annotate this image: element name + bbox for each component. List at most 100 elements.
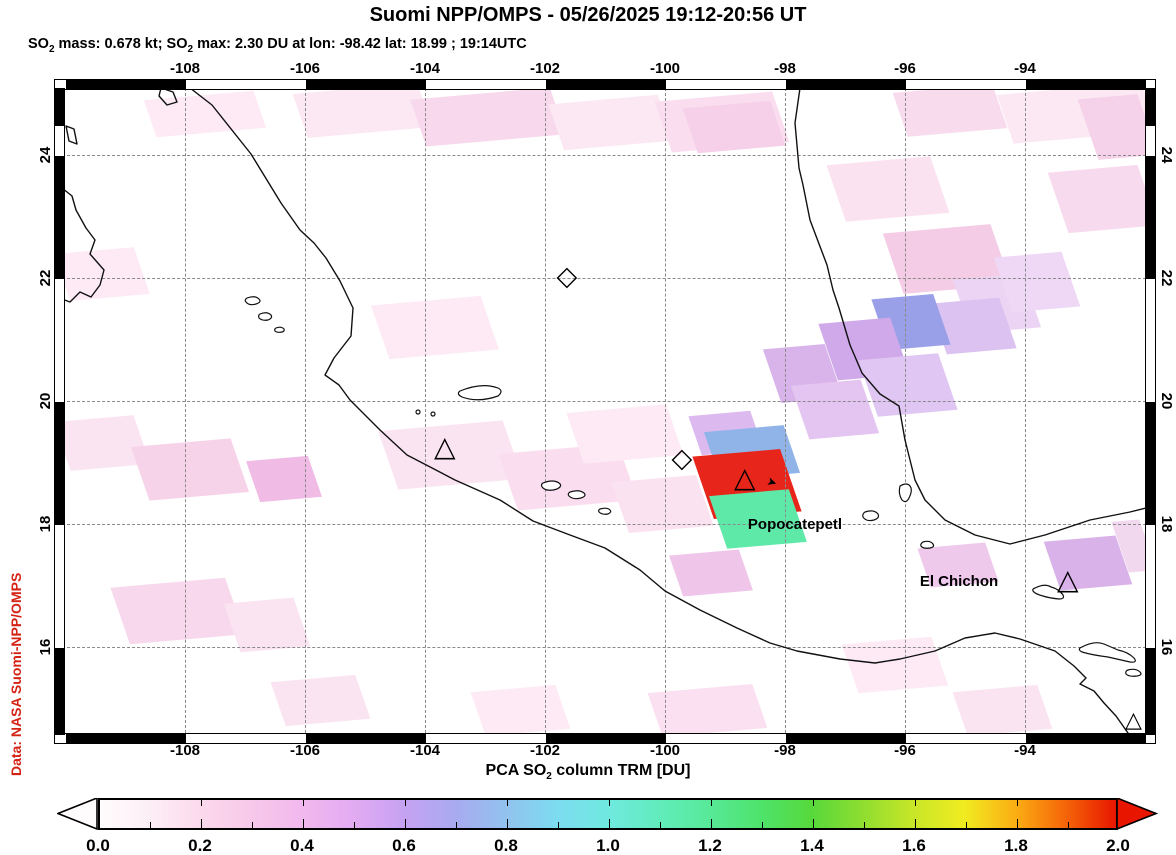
volcano-name-label: El Chichon — [919, 573, 999, 590]
subtitle-part2: mass: 0.678 kt; SO — [54, 36, 188, 52]
coastal-lagoon — [862, 510, 880, 522]
map-frame-right — [1145, 88, 1156, 735]
lat-label-right: 16 — [1158, 638, 1175, 656]
colorbar-minor-tick — [1068, 822, 1069, 828]
subtitle-sub1: 2 — [48, 43, 55, 55]
colorbar-tick-label: 0.4 — [290, 836, 314, 855]
colorbar-minor-tick — [150, 822, 151, 828]
lon-label-top: -96 — [894, 60, 916, 77]
colorbar-tick-label: 1.0 — [596, 836, 620, 855]
lon-label-top: -102 — [529, 60, 561, 77]
colorbar-top-tick — [201, 800, 202, 806]
colorbar-minor-tick — [201, 819, 202, 828]
lon-gridline — [305, 88, 306, 733]
islas-marias-3 — [274, 326, 285, 333]
colorbar-top-tick — [813, 800, 814, 806]
site-diamond-marker: ◇ — [556, 260, 578, 291]
baja-island — [65, 125, 78, 145]
mar-muerto-lagoon-2 — [1125, 668, 1142, 677]
lake-catemaco — [920, 540, 935, 549]
colorbar-title-sub: 2 — [546, 771, 552, 783]
colorbar-minor-tick — [507, 819, 508, 828]
colorbar-top-tick — [711, 800, 712, 806]
colorbar-minor-tick — [762, 822, 763, 828]
colorbar-minor-tick — [558, 822, 559, 828]
volcano-triangle-marker: △ — [434, 431, 456, 462]
so2-stats-subtitle: SO2 mass: 0.678 kt; SO2 max: 2.30 DU at … — [28, 36, 527, 55]
alvarado-lagoon — [898, 483, 912, 503]
lat-gridline — [62, 401, 1146, 402]
colorbar-top-tick — [405, 800, 406, 806]
lon-gridline — [185, 88, 186, 733]
colorbar-tick-labels: 0.0 0.2 0.4 0.6 0.8 1.0 1.2 1.4 1.6 1.8 2.0 — [0, 836, 1176, 855]
malpaso-reservoir — [1032, 584, 1065, 600]
colorbar-tick-label: 1.4 — [800, 836, 824, 855]
lon-gridline — [425, 88, 426, 733]
sinaloa-islet — [158, 88, 178, 106]
colorbar-underflow-arrow — [57, 798, 98, 830]
pacific-coastline — [189, 88, 1129, 733]
lon-label-top: -94 — [1014, 60, 1036, 77]
lon-label-top: -106 — [289, 60, 321, 77]
lat-gridline — [62, 524, 1146, 525]
colorbar-minor-tick — [660, 822, 661, 828]
colorbar-minor-tick — [966, 822, 967, 828]
colorbar-title-part1: PCA SO — [485, 762, 547, 779]
map-frame-top — [54, 79, 1156, 90]
lake-patzcuaro — [567, 490, 586, 500]
lat-gridline — [62, 647, 1146, 648]
mar-muerto-lagoon — [1078, 642, 1136, 663]
lat-label-right: 18 — [1158, 515, 1175, 533]
colorbar-minor-tick — [354, 822, 355, 828]
lat-gridline — [62, 278, 1146, 279]
lon-label-bottom: -108 — [169, 742, 201, 759]
colorbar-tick-label: 0.2 — [188, 836, 212, 855]
lon-label-bottom: -100 — [649, 742, 681, 759]
lake-yuriria — [598, 507, 612, 515]
volcano-name-label: Popocatepetl — [747, 516, 843, 533]
islas-marias-1 — [244, 296, 261, 306]
lon-label-bottom: -104 — [409, 742, 441, 759]
site-diamond-marker: ◇ — [671, 442, 693, 473]
colorbar-minor-tick — [915, 819, 916, 828]
colorbar-minor-tick — [1017, 819, 1018, 828]
colorbar-minor-tick — [405, 819, 406, 828]
colorbar-top-tick — [303, 800, 304, 806]
colorbar-minor-tick — [864, 822, 865, 828]
colorbar-top-tick — [609, 800, 610, 806]
colorbar-top-tick — [915, 800, 916, 806]
lat-label-left: 18 — [37, 515, 54, 533]
lat-label-right: 20 — [1158, 392, 1175, 410]
volcano-triangle-marker: △ — [734, 462, 756, 493]
colorbar-gradient — [98, 798, 1118, 830]
lon-gridline — [665, 88, 666, 733]
colorbar-minor-tick — [711, 819, 712, 828]
lat-label-right: 22 — [1158, 269, 1175, 287]
coastline-layer — [62, 88, 1146, 733]
lat-label-left: 24 — [37, 146, 54, 164]
lake-chapala — [457, 385, 502, 401]
data-credit-watermark: Data: NASA Suomi-NPP/OMPS — [8, 572, 24, 776]
lon-gridline — [1025, 88, 1026, 733]
islas-marias-2 — [258, 312, 273, 321]
volcano-triangle-marker: △ — [1057, 564, 1079, 595]
colorbar-tick-label: 0.8 — [494, 836, 518, 855]
map-area: △ △ △ △ ◇ ◇ ➤ Popocatepetl El Chichon — [62, 88, 1146, 733]
lat-label-left: 22 — [37, 269, 54, 287]
colorbar-tick-label: 0.6 — [392, 836, 416, 855]
colorbar-minor-tick — [303, 819, 304, 828]
map-frame-left — [54, 88, 65, 735]
colorbar-overflow-arrow — [1117, 798, 1158, 830]
lake-cuitzeo — [540, 480, 562, 491]
colorbar-top-tick — [507, 800, 508, 806]
subtitle-part1: SO — [28, 36, 49, 52]
colorbar-minor-tick — [813, 819, 814, 828]
colorbar-tick-label: 0.0 — [86, 836, 110, 855]
lat-gridline — [62, 155, 1146, 156]
gulf-coastline — [794, 88, 1146, 545]
colorbar-title: PCA SO2 column TRM [DU] — [0, 762, 1176, 782]
figure-title: Suomi NPP/OMPS - 05/26/2025 19:12-20:56 … — [369, 4, 807, 26]
colorbar-tick-label: 1.8 — [1004, 836, 1028, 855]
lon-label-top: -108 — [169, 60, 201, 77]
